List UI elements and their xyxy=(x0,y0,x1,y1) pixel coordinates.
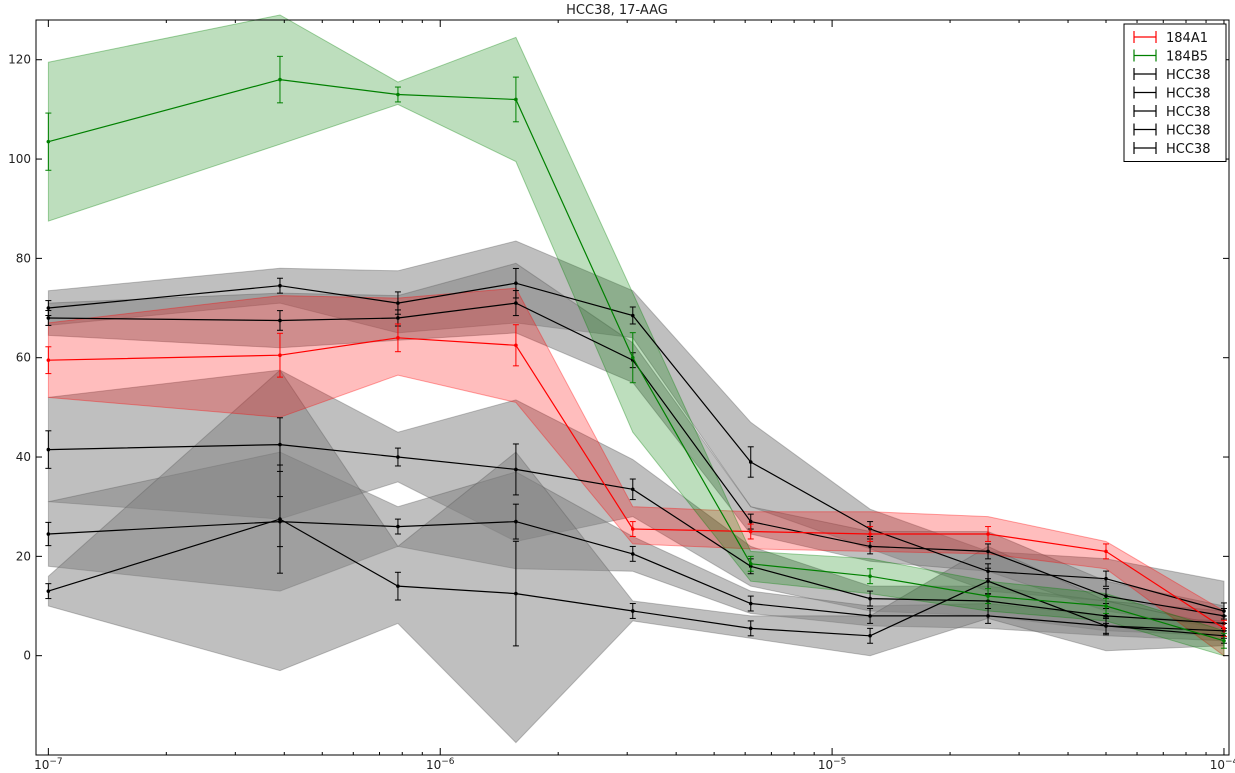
x-tick-label: 10−5 xyxy=(818,757,847,772)
data-point xyxy=(46,316,51,320)
y-tick-label: 40 xyxy=(16,450,31,464)
data-point xyxy=(46,139,51,144)
legend-label: HCC38 xyxy=(1166,105,1210,120)
series-line-184b5-1 xyxy=(48,78,1225,642)
y-tick-label: 100 xyxy=(8,152,31,166)
legend-label: HCC38 xyxy=(1166,142,1210,157)
data-point xyxy=(46,306,51,310)
x-tick-label: 10−7 xyxy=(34,757,63,772)
series-line-hcc38-6 xyxy=(48,518,1225,637)
legend: 184A1 184B5 HCC38 HCC38 HCC38 HCC38 HCC38 xyxy=(1123,23,1227,162)
plot-frame xyxy=(35,19,1230,756)
legend-label: HCC38 xyxy=(1166,68,1210,83)
y-tick-label: 60 xyxy=(16,351,31,365)
data-point xyxy=(46,447,51,452)
x-tick-label: 10−6 xyxy=(426,757,455,772)
y-tick-label: 80 xyxy=(16,251,31,265)
legend-label: 184B5 xyxy=(1166,50,1208,65)
y-tick-label: 120 xyxy=(8,53,31,67)
legend-label: 184A1 xyxy=(1166,31,1208,46)
y-axis-ticks: 0 20 40 60 80 100 120 xyxy=(8,53,1229,663)
x-axis-ticks: 10−7 10−6 10−5 10−4 xyxy=(34,20,1235,772)
series-line-184a1-0 xyxy=(48,337,1225,629)
data-point xyxy=(46,358,51,362)
series-line-hcc38-5 xyxy=(48,520,1225,632)
series-lines xyxy=(48,78,1225,642)
confidence-bands xyxy=(47,14,1225,744)
legend-label: HCC38 xyxy=(1166,87,1210,102)
y-tick-label: 0 xyxy=(23,649,31,663)
data-point xyxy=(46,532,51,536)
series-line-hcc38-3 xyxy=(48,302,1225,617)
legend-label: HCC38 xyxy=(1166,124,1210,139)
y-tick-label: 20 xyxy=(16,549,31,563)
series-line-hcc38-2 xyxy=(48,282,1225,612)
series-line-hcc38-4 xyxy=(48,443,1225,624)
x-tick-label: 10−4 xyxy=(1210,757,1235,772)
chart-title: HCC38, 17-AAG xyxy=(566,3,668,18)
